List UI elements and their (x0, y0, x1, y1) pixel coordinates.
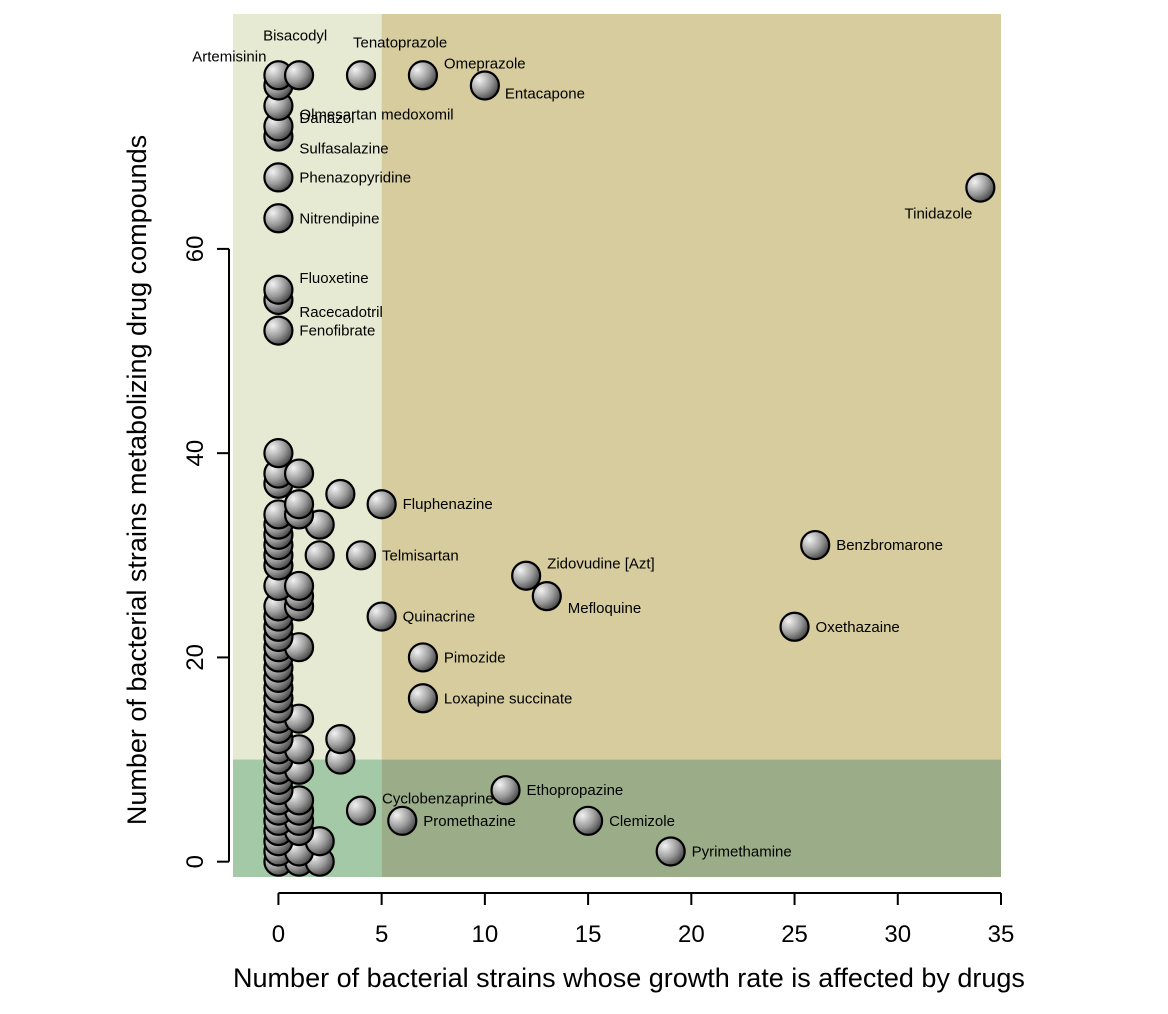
x-tick-label: 15 (575, 921, 602, 948)
y-tick-label: 20 (182, 644, 209, 671)
y-axis: 0 20 40 60 (182, 236, 230, 868)
y-tick-label: 60 (182, 236, 209, 263)
data-point (345, 60, 377, 91)
point-label: Phenazopyridine (299, 169, 411, 186)
point-label: Oxethazaine (816, 619, 900, 636)
data-point (511, 560, 542, 591)
data-point (263, 203, 294, 234)
data-point (345, 795, 377, 826)
point-label: Pyrimethamine (692, 843, 792, 860)
region-affected-not-metabolized (381, 759, 1002, 877)
data-point (263, 162, 294, 193)
point-label: Artemisinin (192, 48, 266, 65)
point-label: Cyclobenzaprine (382, 791, 494, 808)
data-point (469, 70, 500, 101)
region-metabolized-and-affected (381, 14, 1002, 760)
data-point (965, 172, 996, 203)
point-label: Sulfasalazine (299, 141, 388, 158)
x-axis: 0 5 10 15 20 25 30 35 (272, 892, 1015, 948)
data-point (325, 724, 356, 755)
point-labels: Artemisinin Bisacodyl Tenatoprazole Omepraz… (192, 27, 972, 860)
data-point (263, 315, 294, 346)
point-label: Fluoxetine (299, 270, 368, 287)
point-label: Zidovudine [Azt] (547, 556, 655, 573)
data-point (263, 274, 294, 305)
point-label: Bisacodyl (263, 27, 327, 44)
data-point (345, 540, 377, 571)
x-tick-label: 35 (988, 921, 1015, 948)
point-label: Tenatoprazole (353, 34, 447, 51)
x-tick-label: 25 (781, 921, 808, 948)
data-point (283, 60, 315, 91)
x-tick-label: 5 (375, 921, 388, 948)
data-point (325, 478, 356, 510)
point-label: Promethazine (423, 813, 516, 830)
data-point (531, 581, 562, 612)
data-point (407, 683, 439, 714)
point-label: Benzbromarone (836, 537, 943, 554)
point-label: Ethopropazine (527, 782, 624, 799)
data-point (283, 570, 315, 602)
data-points (263, 60, 996, 877)
point-label: Telmisartan (382, 547, 459, 564)
x-tick-label: 20 (678, 921, 705, 948)
x-tick-label: 30 (884, 921, 911, 948)
point-label: Danazol (299, 110, 354, 127)
point-label: Pimozide (444, 649, 506, 666)
axes: 0 5 10 15 20 25 30 35 0 20 40 60 Number of bacteri… (122, 135, 1025, 993)
data-point (779, 611, 810, 642)
data-point (490, 775, 521, 806)
data-point (800, 529, 831, 561)
point-label: Fenofibrate (299, 323, 375, 340)
data-point (304, 540, 335, 571)
y-tick-label: 0 (182, 855, 209, 868)
data-point (572, 805, 604, 836)
y-axis-label: Number of bacterial strains metabolizing… (122, 135, 152, 825)
data-point (283, 458, 315, 489)
point-label: Clemizole (609, 813, 675, 830)
data-point (407, 60, 439, 91)
point-label: Nitrendipine (299, 210, 379, 227)
point-label: Racecadotril (299, 304, 382, 321)
data-point (655, 836, 686, 867)
point-label: Olmesartan medoxomil (299, 106, 453, 123)
point-label: Entacapone (505, 85, 585, 102)
plot-regions (233, 14, 1002, 877)
point-label: Fluphenazine (403, 496, 493, 513)
point-label: Tinidazole (905, 206, 973, 223)
data-point (366, 489, 397, 520)
data-point (407, 642, 439, 673)
x-tick-label: 10 (472, 921, 499, 948)
data-point (366, 601, 397, 632)
x-axis-label: Number of bacterial strains whose growth… (233, 963, 1025, 993)
point-label: Mefloquine (568, 600, 641, 617)
y-tick-label: 40 (182, 440, 209, 467)
point-label: Quinacrine (403, 609, 476, 626)
data-point (283, 489, 315, 520)
x-tick-label: 0 (272, 921, 285, 948)
point-label: Omeprazole (444, 55, 526, 72)
point-label: Loxapine succinate (444, 690, 572, 707)
data-point (263, 438, 294, 469)
data-point (387, 805, 418, 836)
